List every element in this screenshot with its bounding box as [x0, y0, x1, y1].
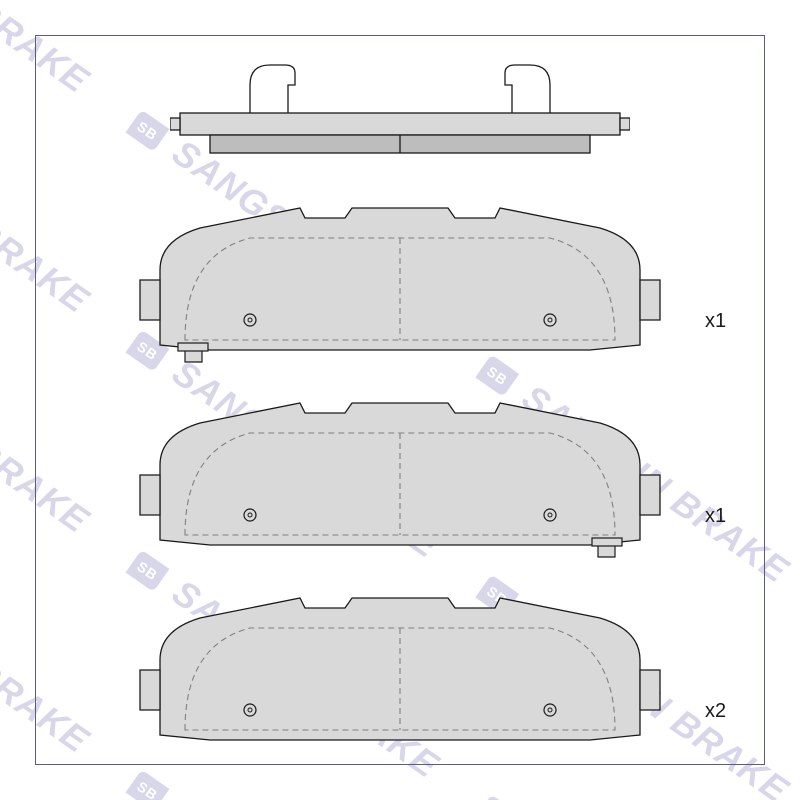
diagram-canvas: SB SANGSIN BRAKE SB SANGSIN BRAKE SB SAN…	[0, 0, 800, 800]
quantity-label: x1	[705, 505, 726, 528]
wear-clip-icon	[592, 538, 622, 557]
brand-logo-icon: SB	[475, 795, 519, 800]
brand-logo-icon: SB	[125, 770, 169, 800]
quantity-label: x1	[705, 310, 726, 333]
brake-pad-face-view	[130, 200, 670, 370]
brake-pad-side-view	[170, 55, 630, 175]
watermark-text: SANGSIN BRAKE	[165, 791, 447, 800]
quantity-label: x2	[705, 700, 726, 723]
brake-pad-face-view	[130, 590, 670, 760]
watermark-text: SANGSIN BRAKE	[0, 767, 97, 800]
brake-pad-face-view	[130, 395, 670, 565]
wear-clip-icon	[178, 343, 208, 362]
